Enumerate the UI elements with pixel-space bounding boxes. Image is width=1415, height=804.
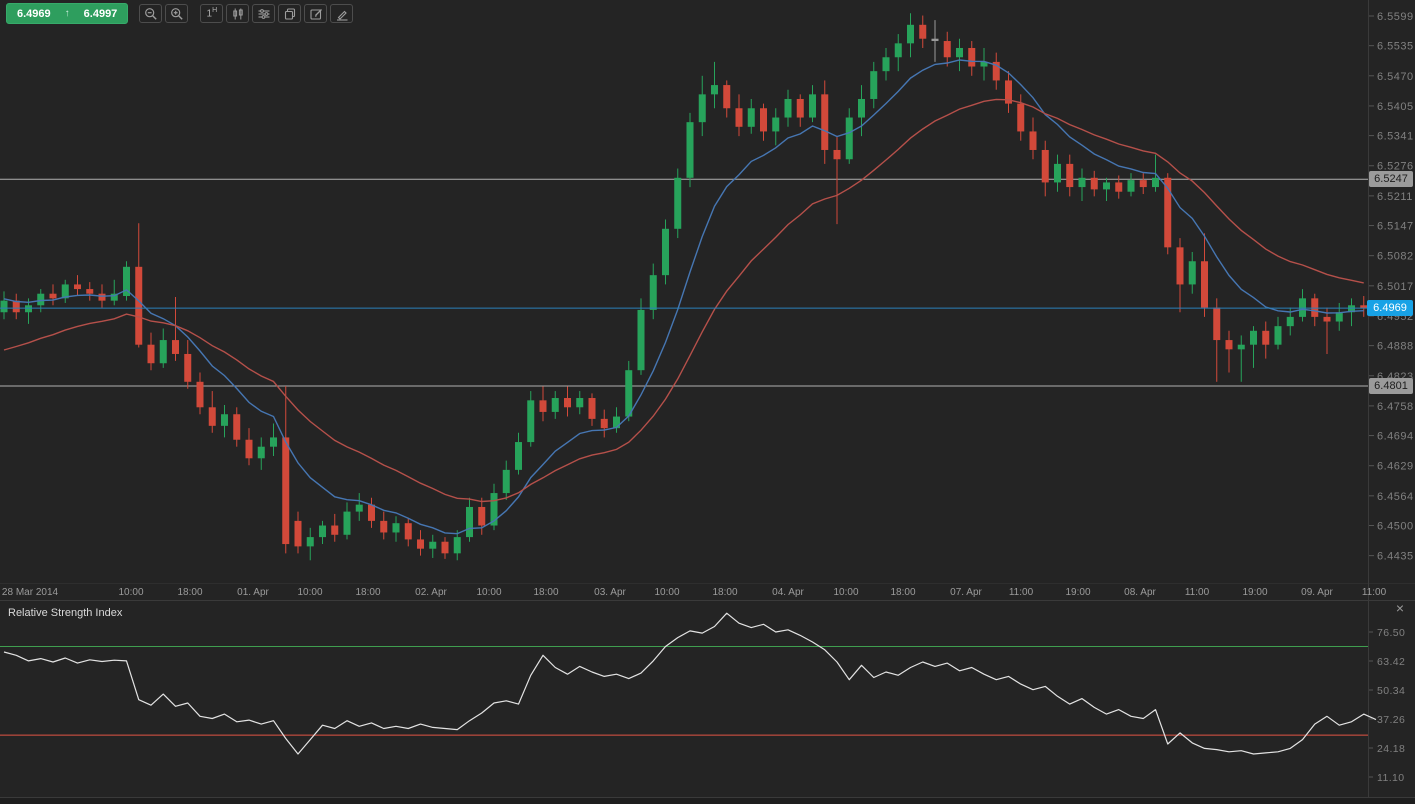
bid-price: 6.4969 — [17, 7, 51, 20]
svg-text:6.5535: 6.5535 — [1377, 41, 1414, 53]
candlestick-icon — [233, 8, 243, 19]
svg-text:6.5470: 6.5470 — [1377, 71, 1414, 83]
svg-text:18:00: 18:00 — [533, 587, 558, 598]
timeframe-label: 1H — [206, 7, 218, 20]
svg-text:18:00: 18:00 — [355, 587, 380, 598]
svg-text:11:00: 11:00 — [1362, 587, 1387, 598]
rsi-axis-labels: 76.50 63.42 50.34 37.26 24.18 11.10 — [1369, 627, 1405, 784]
zoom-out-button[interactable] — [139, 4, 163, 23]
duplicate-chart-button[interactable] — [278, 4, 302, 23]
edit-chart-button[interactable] — [304, 4, 328, 23]
svg-text:6.4500: 6.4500 — [1377, 521, 1414, 533]
svg-text:6.4629: 6.4629 — [1377, 461, 1414, 473]
svg-text:11:00: 11:00 — [1009, 587, 1034, 598]
svg-text:18:00: 18:00 — [890, 587, 915, 598]
svg-text:37.26: 37.26 — [1377, 714, 1405, 726]
svg-text:6.5017: 6.5017 — [1377, 281, 1414, 293]
copy-icon — [284, 7, 295, 20]
svg-text:6.4694: 6.4694 — [1377, 431, 1414, 443]
time-axis-labels: 28 Mar 2014 10:00 18:00 01. Apr 10:00 18:00 02… — [2, 587, 1387, 598]
svg-text:6.4435: 6.4435 — [1377, 551, 1414, 563]
slow-ma-line — [3, 98, 1364, 503]
svg-text:6.5082: 6.5082 — [1377, 251, 1414, 263]
svg-text:6.5211: 6.5211 — [1377, 191, 1413, 203]
svg-text:10:00: 10:00 — [118, 587, 143, 598]
chart-type-button[interactable] — [226, 4, 250, 23]
draw-tools-button[interactable] — [330, 4, 354, 23]
svg-text:28 Mar 2014: 28 Mar 2014 — [2, 587, 59, 598]
svg-text:11.10: 11.10 — [1377, 772, 1405, 784]
svg-text:6.4758: 6.4758 — [1377, 401, 1414, 413]
svg-text:09. Apr: 09. Apr — [1301, 587, 1333, 598]
svg-text:01. Apr: 01. Apr — [237, 587, 269, 598]
svg-text:6.5341: 6.5341 — [1377, 131, 1414, 143]
svg-text:10:00: 10:00 — [476, 587, 501, 598]
svg-text:08. Apr: 08. Apr — [1124, 587, 1156, 598]
ask-price: 6.4997 — [83, 7, 118, 20]
svg-text:18:00: 18:00 — [712, 587, 737, 598]
rsi-line — [3, 612, 1377, 755]
rsi-close-button[interactable]: × — [1395, 600, 1405, 616]
svg-text:10:00: 10:00 — [833, 587, 858, 598]
svg-text:6.4564: 6.4564 — [1377, 491, 1414, 503]
pen-icon — [336, 10, 348, 21]
svg-text:19:00: 19:00 — [1242, 587, 1267, 598]
svg-text:11:00: 11:00 — [1185, 587, 1210, 598]
svg-text:6.5599: 6.5599 — [1377, 11, 1414, 23]
candles-layer — [0, 13, 1368, 561]
price-axis-labels: 6.55996.55356.54706.54056.53416.52766.52… — [1369, 11, 1414, 563]
price-level-lines — [0, 178, 1368, 387]
svg-text:6.5147: 6.5147 — [1377, 221, 1414, 233]
indicators-button[interactable] — [252, 4, 276, 23]
fast-ma-line — [3, 59, 1364, 535]
svg-text:6.5405: 6.5405 — [1377, 101, 1414, 113]
svg-text:03. Apr: 03. Apr — [594, 587, 626, 598]
sliders-icon — [258, 8, 270, 19]
rsi-panel-title: Relative Strength Index — [8, 607, 123, 619]
svg-text:10:00: 10:00 — [297, 587, 322, 598]
up-arrow-icon: ↑ — [64, 8, 70, 19]
svg-text:04. Apr: 04. Apr — [772, 587, 804, 598]
svg-text:19:00: 19:00 — [1065, 587, 1090, 598]
svg-text:63.42: 63.42 — [1377, 656, 1405, 668]
svg-text:07. Apr: 07. Apr — [950, 587, 982, 598]
price-level-badge-upper: 6.5247 — [1369, 171, 1413, 187]
svg-text:10:00: 10:00 — [654, 587, 679, 598]
svg-text:24.18: 24.18 — [1377, 743, 1405, 755]
zoom-in-button[interactable] — [165, 4, 189, 23]
current-price-badge: 6.4969 — [1367, 300, 1413, 316]
edit-icon — [310, 8, 322, 20]
toolbar-buttons: 1H — [139, 4, 354, 23]
svg-text:50.34: 50.34 — [1377, 685, 1405, 697]
quote-widget[interactable]: 6.4969 ↑ 6.4997 — [6, 3, 129, 24]
chart-toolbar: 6.4969 ↑ 6.4997 1H — [6, 3, 354, 24]
svg-text:02. Apr: 02. Apr — [415, 587, 447, 598]
price-level-badge-lower: 6.4801 — [1369, 378, 1413, 394]
svg-text:6.4888: 6.4888 — [1377, 341, 1414, 353]
zoom-in-icon — [170, 7, 183, 20]
svg-text:18:00: 18:00 — [177, 587, 202, 598]
svg-text:76.50: 76.50 — [1377, 627, 1405, 639]
timeframe-button[interactable]: 1H — [200, 4, 224, 23]
svg-text:6.5276: 6.5276 — [1377, 161, 1414, 173]
zoom-out-icon — [144, 7, 157, 20]
